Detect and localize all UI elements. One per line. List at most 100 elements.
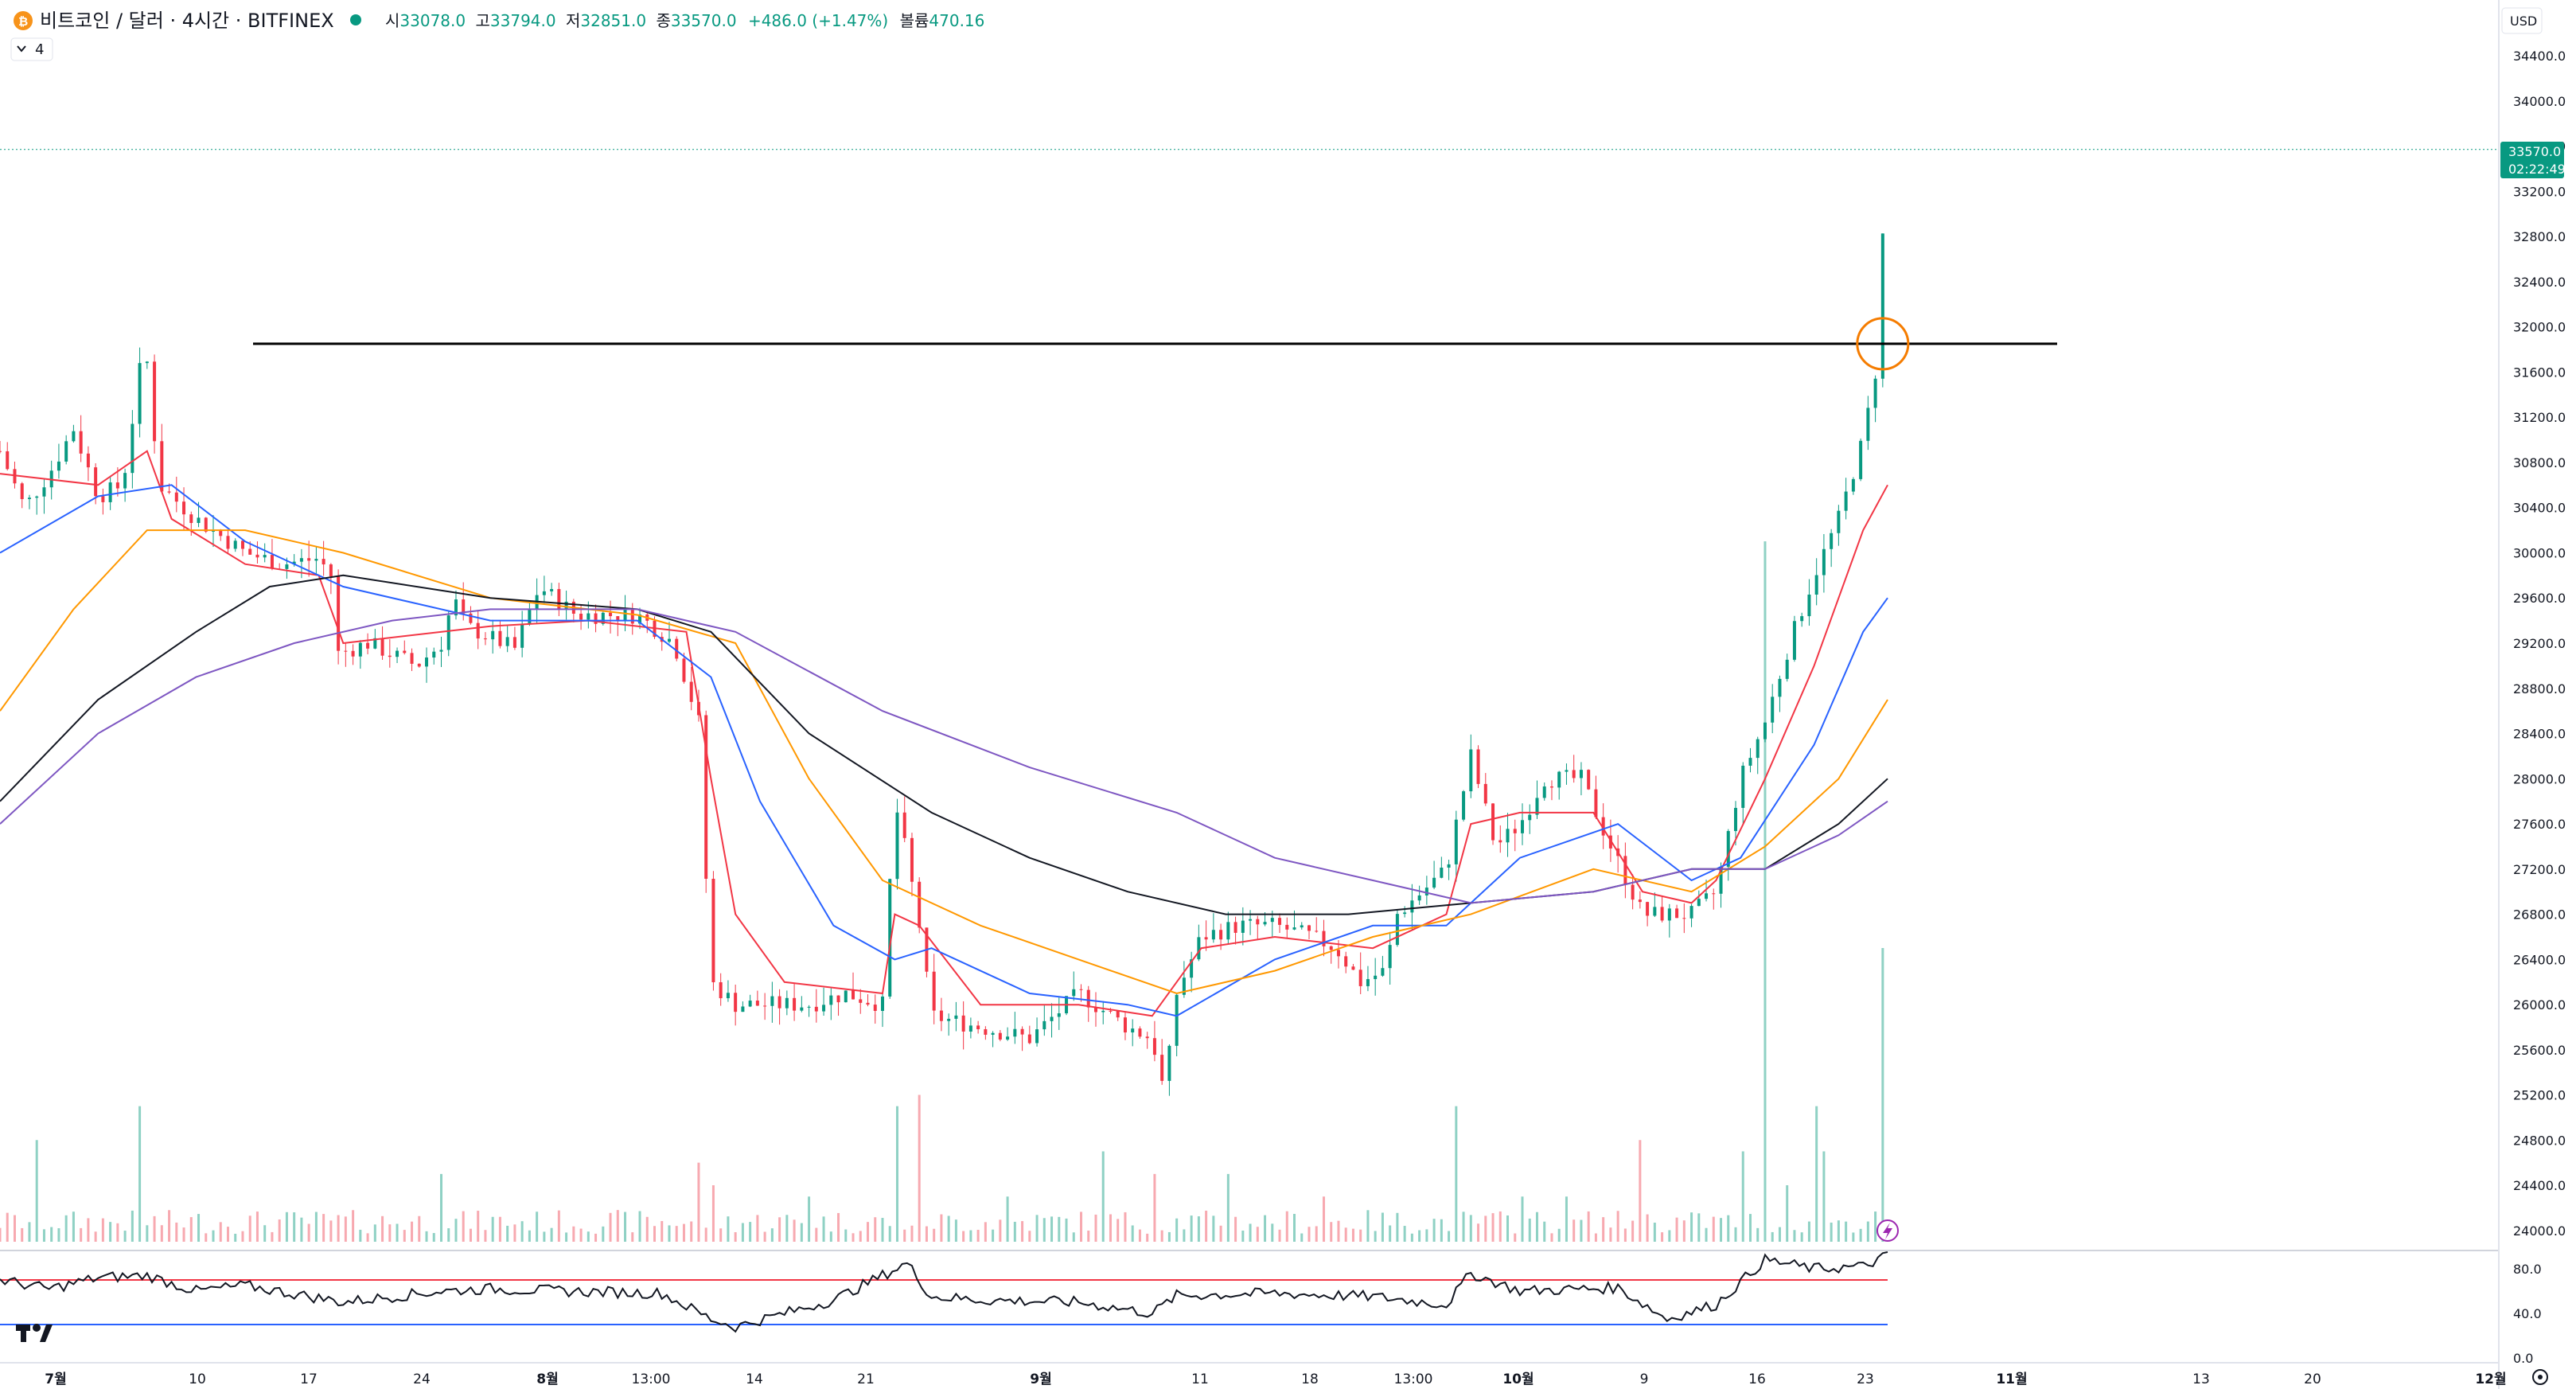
volume-bar xyxy=(1528,1218,1531,1242)
volume-bar xyxy=(411,1221,414,1242)
breakout-circle-marker[interactable] xyxy=(1856,317,1910,371)
candle-body xyxy=(1072,989,1076,997)
candle-body xyxy=(1542,786,1546,798)
volume-bar xyxy=(1682,1220,1686,1242)
ohlc-close-key: 종 xyxy=(656,11,670,30)
volume-bar xyxy=(1653,1223,1656,1242)
candle-body xyxy=(174,492,178,502)
candle-body xyxy=(520,624,524,648)
volume-bar xyxy=(631,1232,634,1242)
candle-body xyxy=(777,996,781,1009)
volume-bar xyxy=(146,1225,149,1242)
candle-body xyxy=(358,642,362,657)
volume-bar xyxy=(293,1212,296,1242)
candle-body xyxy=(1138,1028,1142,1037)
candle-body xyxy=(755,1001,759,1006)
volume-bar xyxy=(793,1219,796,1242)
candle-body xyxy=(1785,659,1789,679)
volume-bar xyxy=(1572,1219,1576,1242)
candle-body xyxy=(1013,1028,1017,1037)
volume-bar xyxy=(962,1231,965,1242)
candle-body xyxy=(998,1032,1002,1040)
volume-bar xyxy=(749,1222,752,1242)
volume-bar xyxy=(432,1233,435,1242)
candle-body xyxy=(72,431,76,442)
candle-body xyxy=(255,554,259,558)
volume-bar xyxy=(1550,1233,1553,1242)
volume-bar xyxy=(653,1226,656,1242)
price-tick-label: 27200.0 xyxy=(2513,862,2566,877)
candle-body xyxy=(785,997,789,1009)
volume-bar xyxy=(947,1215,950,1242)
volume-bar xyxy=(388,1224,392,1242)
volume-bar xyxy=(1396,1212,1399,1242)
candle-body xyxy=(233,540,237,549)
settings-gear-icon[interactable] xyxy=(2532,1369,2548,1385)
volume-bar xyxy=(770,1228,774,1242)
price-tick-label: 32800.0 xyxy=(2513,229,2566,244)
volume-bar xyxy=(844,1229,848,1242)
collapse-indicators-button[interactable]: 4 xyxy=(10,37,53,61)
volume-bar xyxy=(785,1215,789,1242)
volume-bar xyxy=(1403,1226,1406,1242)
volume-bar xyxy=(903,1229,906,1242)
candle-body xyxy=(689,681,693,702)
price-axis[interactable]: 34400.034000.033600.033200.032800.032400… xyxy=(2513,49,2566,1239)
rsi-axis[interactable]: 80.0 40.0 0.0 xyxy=(2513,1262,2542,1366)
volume-bar xyxy=(579,1228,583,1242)
candle-body xyxy=(454,599,458,616)
candle-body xyxy=(770,996,774,1006)
candle-body xyxy=(1866,408,1870,441)
candle-body xyxy=(1226,922,1230,940)
candle-body xyxy=(1851,478,1855,492)
ma-line-black xyxy=(0,574,1888,915)
tradingview-logo xyxy=(16,1324,53,1342)
volume-bar xyxy=(307,1223,310,1242)
candle-body xyxy=(1079,989,1083,990)
volume-bar xyxy=(116,1223,119,1242)
candle-body xyxy=(1278,918,1282,925)
candle-body xyxy=(1050,1016,1054,1021)
symbol-title[interactable]: 비트코인 / 달러 · 4시간 · BITFINEX xyxy=(40,10,334,32)
candle-body xyxy=(675,638,679,659)
time-axis[interactable]: 7월 10 17 24 8월 13:00 14 21 9월 11 18 13:00 10월 9 16 23 11… xyxy=(45,1371,2506,1387)
price-tick-label: 25200.0 xyxy=(2513,1088,2566,1103)
volume-bar xyxy=(175,1222,178,1242)
lightning-icon[interactable] xyxy=(1876,1219,1899,1242)
volume-bar xyxy=(778,1217,781,1242)
volume-bar xyxy=(594,1233,598,1242)
volume-bar xyxy=(1639,1140,1642,1242)
candle-body xyxy=(1837,510,1841,533)
volume-bar xyxy=(513,1224,516,1242)
candle-body xyxy=(1873,378,1877,408)
ma-line-red xyxy=(0,450,1888,1017)
volume-bar xyxy=(1432,1219,1436,1242)
price-tick-label: 24400.0 xyxy=(2513,1178,2566,1193)
candle-body xyxy=(226,536,230,549)
volume-bar xyxy=(359,1229,362,1242)
candle-body xyxy=(910,837,914,882)
volume-bar xyxy=(153,1215,156,1242)
candle-body xyxy=(329,564,333,577)
candle-body xyxy=(1462,791,1466,820)
candle-body xyxy=(1483,783,1487,804)
price-tick-label: 31200.0 xyxy=(2513,410,2566,425)
volume-bar xyxy=(1351,1228,1354,1242)
candle-body xyxy=(1440,868,1444,878)
volume-bar xyxy=(1874,1211,1877,1242)
candle-body xyxy=(1182,977,1186,995)
volume-bar xyxy=(1389,1225,1392,1242)
candle-body xyxy=(285,564,289,569)
currency-button[interactable]: USD xyxy=(2501,7,2543,34)
candle-body xyxy=(859,999,863,1003)
volume-bar xyxy=(1109,1214,1112,1242)
volume-bar xyxy=(13,1215,16,1242)
volume-bar xyxy=(1646,1214,1649,1242)
candle-body xyxy=(20,483,24,500)
candle-body xyxy=(322,559,325,565)
volume-bar xyxy=(867,1222,870,1242)
last-price-tag: 33570.0 02:22:49 xyxy=(2500,142,2566,178)
volume-bar xyxy=(50,1227,53,1242)
volume-bar xyxy=(1337,1220,1340,1242)
